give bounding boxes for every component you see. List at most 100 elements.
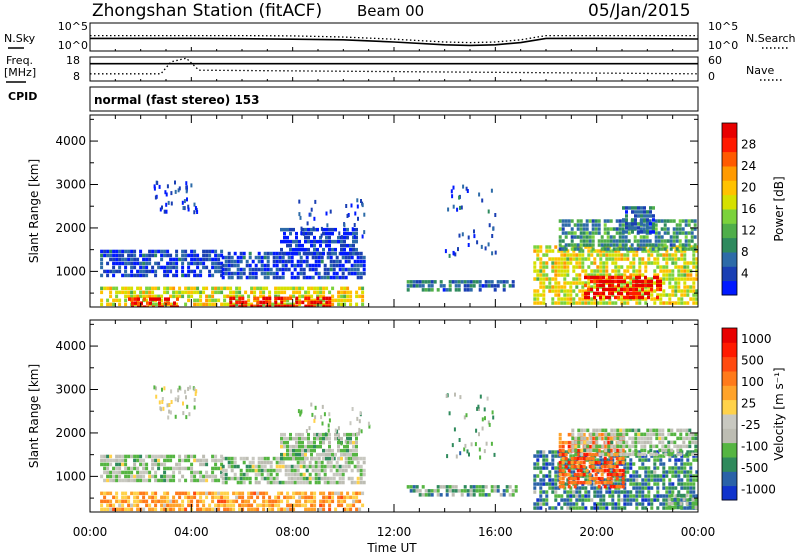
- velocity-cell: [629, 494, 633, 498]
- power-cell: [689, 297, 693, 301]
- power-cell: [340, 298, 344, 303]
- power-cell: [551, 285, 555, 289]
- velocity-cell: [676, 497, 680, 502]
- power-cell: [689, 273, 693, 277]
- velocity-cell: [208, 503, 212, 508]
- velocity-cell: [632, 462, 636, 466]
- velocity-cell: [643, 444, 647, 449]
- velocity-cell: [484, 416, 486, 421]
- power-cell: [643, 214, 646, 218]
- power-cell: [260, 263, 264, 268]
- x-tick-label: 08:00: [275, 525, 310, 539]
- velocity-cell: [266, 480, 270, 485]
- velocity-cell: [322, 456, 325, 461]
- velocity-cell: [558, 476, 562, 481]
- velocity-cell: [233, 464, 237, 469]
- power-cell: [623, 269, 627, 273]
- power-cell: [349, 251, 352, 256]
- power-cell: [554, 277, 558, 281]
- power-cell: [618, 247, 622, 251]
- velocity-cell: [326, 464, 330, 469]
- power-cell: [136, 286, 140, 291]
- power-cell: [251, 259, 255, 264]
- velocity-cell: [319, 503, 323, 508]
- cpid-label: CPID: [8, 90, 37, 103]
- power-cell: [681, 231, 685, 235]
- velocity-cell: [563, 498, 567, 502]
- velocity-cell: [356, 480, 360, 485]
- power-cell: [439, 284, 443, 288]
- power-cell: [692, 281, 696, 285]
- velocity-cell: [656, 506, 660, 510]
- velocity-cell: [283, 456, 286, 461]
- velocity-cell: [302, 472, 306, 477]
- power-cell: [115, 253, 119, 258]
- power-cell: [683, 273, 687, 277]
- velocity-cell: [310, 440, 313, 445]
- velocity-cell: [214, 503, 218, 508]
- power-cell: [603, 231, 607, 235]
- velocity-cell: [661, 448, 665, 453]
- velocity-cell: [145, 491, 149, 496]
- velocity-cell: [454, 392, 456, 397]
- velocity-cell: [536, 502, 540, 506]
- velocity-cell: [612, 452, 616, 457]
- velocity-cell: [600, 472, 604, 477]
- velocity-colorbar-segment: [722, 442, 737, 458]
- power-cell: [539, 301, 543, 305]
- velocity-cell: [623, 490, 627, 494]
- power-cell: [187, 298, 191, 303]
- power-cell: [563, 265, 567, 269]
- velocity-cell: [304, 503, 308, 508]
- velocity-cell: [160, 478, 164, 483]
- velocity-cell: [655, 444, 659, 449]
- velocity-cell: [623, 486, 627, 490]
- power-cell: [671, 277, 675, 281]
- power-cell: [355, 247, 358, 252]
- velocity-cell: [295, 456, 298, 461]
- power-cell: [635, 273, 639, 277]
- power-cell: [683, 285, 687, 289]
- velocity-cell: [296, 460, 300, 465]
- power-cell: [542, 265, 546, 269]
- velocity-cell: [124, 507, 128, 512]
- velocity-cell: [588, 460, 592, 465]
- power-cell: [588, 235, 592, 239]
- power-cell: [298, 243, 301, 248]
- power-cell: [328, 239, 331, 244]
- power-cell: [239, 267, 243, 272]
- power-cell: [239, 275, 243, 280]
- power-cell: [353, 263, 357, 268]
- velocity-cell: [301, 452, 304, 457]
- power-cell: [611, 275, 614, 280]
- power-cell: [344, 259, 348, 264]
- velocity-cell: [618, 484, 622, 489]
- power-cell: [304, 239, 307, 244]
- velocity-cell: [335, 464, 339, 469]
- power-cell: [687, 219, 691, 223]
- power-cell: [121, 253, 125, 258]
- power-cell: [269, 271, 273, 276]
- velocity-cell: [233, 472, 237, 477]
- power-cell: [263, 271, 267, 276]
- power-cell: [286, 235, 289, 240]
- power-cell: [600, 243, 604, 247]
- power-cell: [684, 239, 688, 243]
- velocity-cell: [577, 432, 581, 437]
- velocity-cell: [311, 476, 315, 481]
- power-cell: [659, 265, 663, 269]
- power-cell: [295, 286, 299, 291]
- velocity-cell: [587, 498, 591, 502]
- velocity-cell: [217, 491, 221, 496]
- power-cell: [692, 293, 696, 297]
- power-cell: [173, 305, 176, 307]
- velocity-cell: [631, 436, 635, 441]
- velocity-cell: [308, 476, 312, 481]
- velocity-cell: [536, 466, 540, 470]
- velocity-cell: [595, 448, 599, 453]
- velocity-cell: [272, 456, 276, 461]
- velocity-cell: [349, 436, 352, 441]
- velocity-cell: [121, 454, 125, 459]
- velocity-cell: [148, 507, 152, 512]
